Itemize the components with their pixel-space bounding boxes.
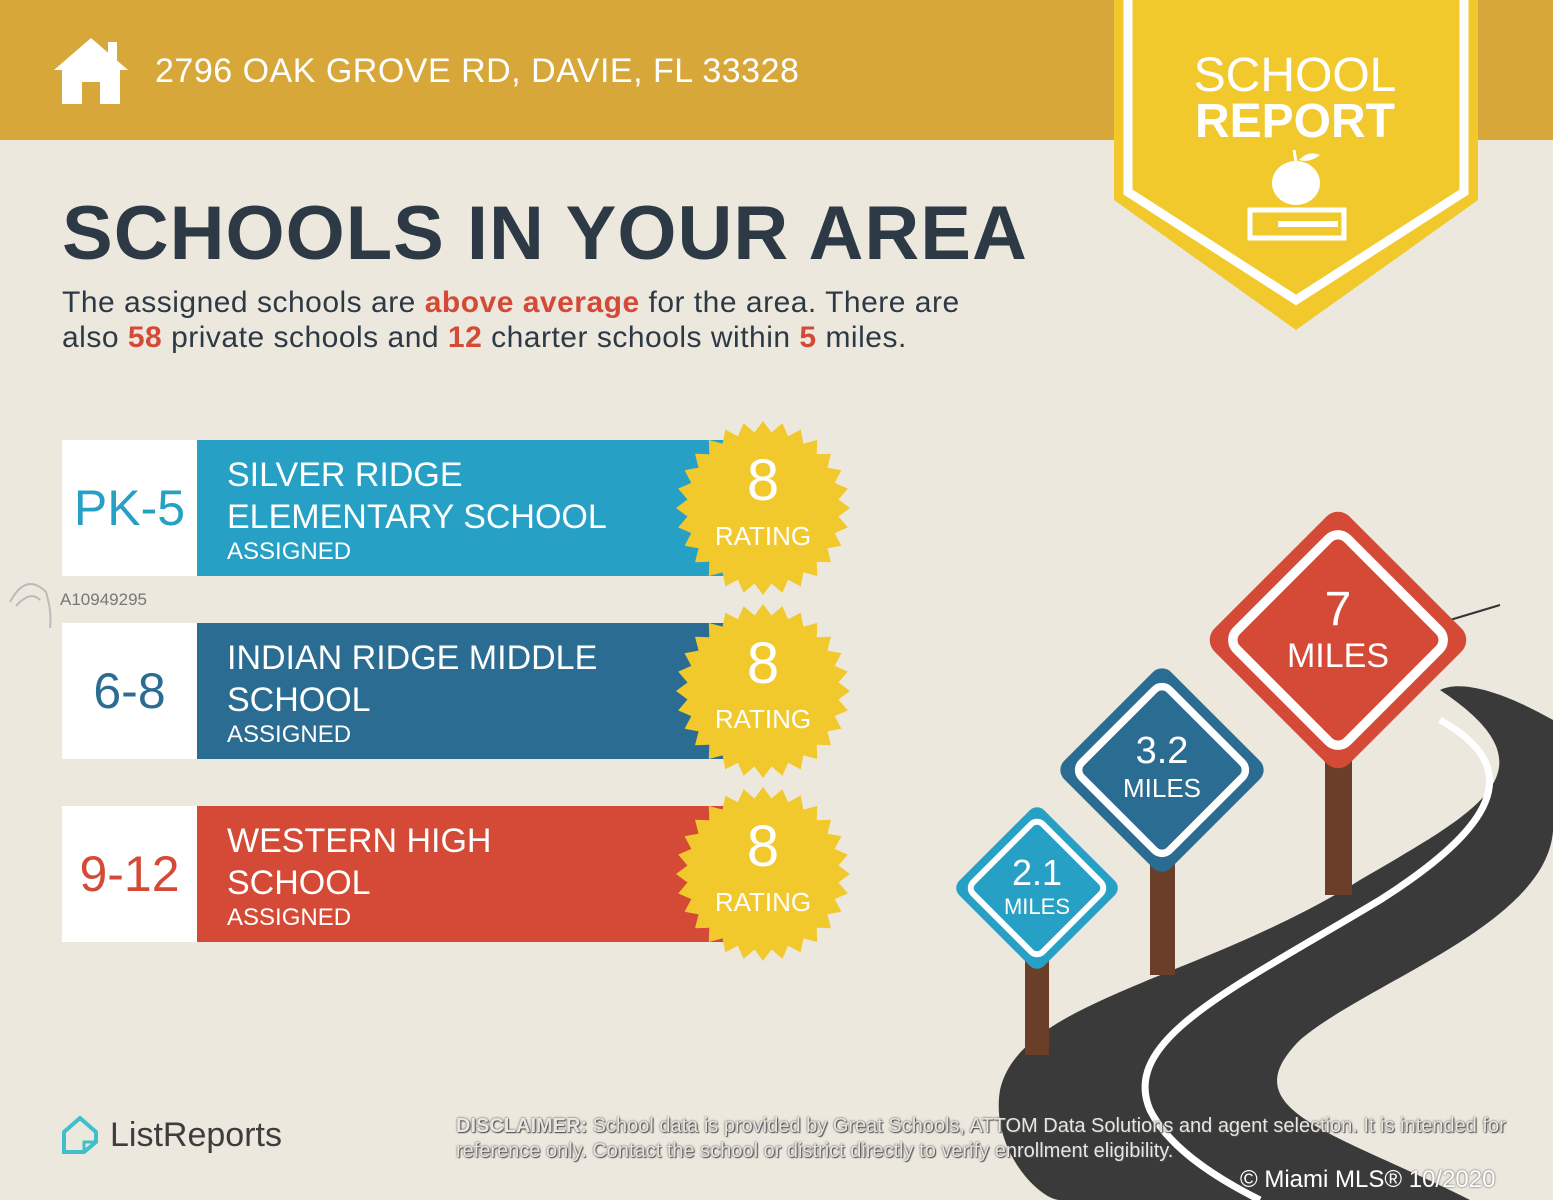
grade-range: 6-8 bbox=[62, 623, 197, 759]
school-status: ASSIGNED bbox=[227, 904, 352, 931]
rating-label: RATING bbox=[714, 521, 812, 551]
listreports-logo-icon bbox=[62, 1115, 98, 1154]
house-icon bbox=[54, 38, 128, 104]
logo-text: ListReports bbox=[110, 1115, 282, 1154]
road bbox=[998, 686, 1553, 1200]
banner-line2: REPORT bbox=[1194, 95, 1395, 148]
starburst-shape bbox=[676, 787, 850, 961]
rating-value: 8 bbox=[746, 448, 780, 513]
rating-label: RATING bbox=[714, 887, 812, 917]
mls-watermark-icon bbox=[9, 583, 52, 629]
school-name-line2: ELEMENTARY SCHOOL bbox=[227, 498, 607, 536]
school-name-line1: WESTERN HIGH bbox=[227, 822, 492, 860]
distance-sign-diamond bbox=[1209, 511, 1467, 769]
school-row-high: 9-12 WESTERN HIGH SCHOOL ASSIGNED bbox=[62, 806, 762, 942]
distance-sign-diamond bbox=[1060, 668, 1264, 872]
school-name-line1: SILVER RIDGE bbox=[227, 456, 463, 494]
school-row-elementary: PK-5 SILVER RIDGE ELEMENTARY SCHOOL ASSI… bbox=[62, 440, 762, 576]
distance-sign-diamond bbox=[1074, 682, 1250, 858]
school-name-line2: SCHOOL bbox=[227, 681, 371, 719]
summary-text: The assigned schools are above average f… bbox=[62, 286, 960, 354]
school-info: SILVER RIDGE ELEMENTARY SCHOOL ASSIGNED bbox=[197, 440, 762, 576]
school-row-middle: 6-8 INDIAN RIDGE MIDDLE SCHOOL ASSIGNED bbox=[62, 623, 762, 759]
grade-range: 9-12 bbox=[62, 806, 197, 942]
property-address: 2796 OAK GROVE RD, DAVIE, FL 33328 bbox=[155, 52, 800, 90]
rating-badge: 8 RATING bbox=[676, 421, 850, 595]
school-report-banner bbox=[1114, 0, 1478, 330]
distance-sign-3: 7 MILES bbox=[1286, 583, 1390, 675]
rating-label: RATING bbox=[714, 704, 812, 734]
starburst-shape bbox=[676, 604, 850, 778]
listreports-logo: ListReports bbox=[60, 1114, 282, 1156]
rating-value: 8 bbox=[746, 631, 780, 696]
school-name-line2: SCHOOL bbox=[227, 864, 371, 902]
distance-sign-diamond bbox=[1228, 530, 1448, 750]
apple-on-book-icon bbox=[1247, 149, 1347, 241]
sign-post bbox=[1150, 860, 1175, 975]
distance-sign-1: 2.1 MILES bbox=[1003, 852, 1071, 919]
page-title: SCHOOLS IN YOUR AREA bbox=[62, 191, 1028, 276]
school-name-line1: INDIAN RIDGE MIDDLE bbox=[227, 639, 598, 677]
listing-id-watermark: A10949295 bbox=[60, 590, 147, 609]
distance-sign-diamond bbox=[956, 807, 1118, 969]
school-status: ASSIGNED bbox=[227, 721, 352, 748]
grade-range: PK-5 bbox=[62, 440, 197, 576]
road-line bbox=[1141, 716, 1494, 1200]
distance-sign-2: 3.2 MILES bbox=[1122, 730, 1202, 803]
disclaimer: DISCLAIMER: School data is provided by G… bbox=[456, 1115, 1506, 1162]
school-info: WESTERN HIGH SCHOOL ASSIGNED bbox=[197, 806, 762, 942]
school-info: INDIAN RIDGE MIDDLE SCHOOL ASSIGNED bbox=[197, 623, 762, 759]
copyright: © Miami MLS® 10/2020 bbox=[1240, 1166, 1496, 1193]
distance-sign-diamond bbox=[967, 818, 1107, 958]
rating-badge: 8 RATING bbox=[676, 604, 850, 778]
school-status: ASSIGNED bbox=[227, 538, 352, 565]
starburst-shape bbox=[676, 421, 850, 595]
banner-line1: SCHOOL bbox=[1193, 49, 1397, 102]
rating-value: 8 bbox=[746, 814, 780, 879]
rating-badge: 8 RATING bbox=[676, 787, 850, 961]
